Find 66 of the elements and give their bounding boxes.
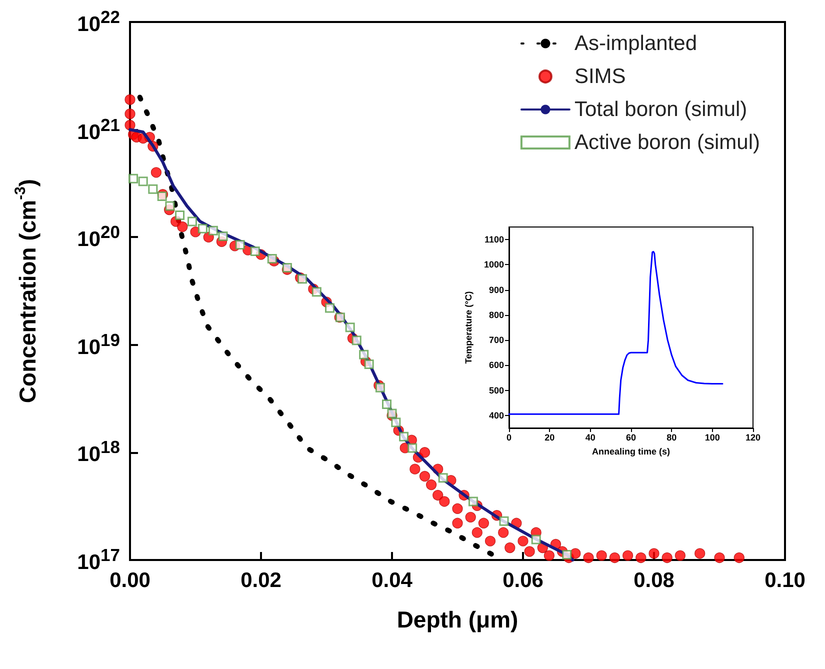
point xyxy=(175,210,185,220)
x-tick-label: 20 xyxy=(544,432,555,442)
x-tick-label: 0.10 xyxy=(764,569,806,592)
point xyxy=(250,246,260,256)
point xyxy=(375,382,385,392)
y-tick-label: 400 xyxy=(488,410,504,420)
point xyxy=(387,408,397,418)
x-axis-title: Depth (μm) xyxy=(396,606,518,632)
x-tick-label: 0.00 xyxy=(110,569,150,592)
y-tick-label: 500 xyxy=(488,385,504,396)
point xyxy=(157,192,167,202)
point xyxy=(345,322,355,332)
x-tick-label: 100 xyxy=(704,432,720,442)
point xyxy=(438,473,448,483)
y-tick-label: 1000 xyxy=(484,260,504,270)
y-tick-label: 800 xyxy=(488,310,504,320)
x-tick-label: 0 xyxy=(506,432,512,442)
x-tick-label: 0.04 xyxy=(372,569,413,592)
point xyxy=(364,359,374,369)
legend-label: Active boron (simul) xyxy=(574,131,760,154)
point xyxy=(531,534,541,544)
point xyxy=(391,418,401,428)
point xyxy=(198,224,208,234)
point xyxy=(165,201,175,211)
point xyxy=(408,443,418,453)
y-axis-title: Temperature (°C) xyxy=(464,291,474,364)
point xyxy=(325,303,335,313)
x-tick-label: 60 xyxy=(626,432,636,442)
x-tick-label: 0.08 xyxy=(634,569,675,592)
x-tick-label: 0.06 xyxy=(502,569,544,592)
point xyxy=(208,226,218,236)
point xyxy=(359,350,369,360)
point xyxy=(187,216,197,226)
y-tick-label: 700 xyxy=(488,335,504,346)
y-tick-label: 10$^{22}$ xyxy=(77,7,120,36)
x-tick-label: 0.02 xyxy=(240,569,282,592)
point xyxy=(128,174,138,184)
point xyxy=(235,240,245,250)
point xyxy=(312,287,322,297)
point xyxy=(562,550,572,560)
point xyxy=(382,400,392,410)
point xyxy=(148,184,158,194)
point xyxy=(468,496,478,506)
point xyxy=(298,274,308,284)
legend-label: Total boron (simul) xyxy=(574,98,748,121)
point xyxy=(352,336,362,346)
x-tick-label: 40 xyxy=(585,432,596,442)
y-tick-label: 10$^{21}$ xyxy=(77,114,120,144)
legend-label: As-implanted xyxy=(574,32,698,55)
y-tick-label: 600 xyxy=(488,360,504,370)
y-tick-label: 10$^{19}$ xyxy=(77,330,120,359)
x-tick-label: 80 xyxy=(666,432,677,442)
point xyxy=(218,232,228,242)
point xyxy=(138,176,148,186)
point xyxy=(499,516,509,526)
point xyxy=(399,432,409,442)
x-axis-title: Annealing time (s) xyxy=(592,446,670,456)
y-tick-label: 900 xyxy=(488,284,504,295)
y-tick-label: 10$^{18}$ xyxy=(77,437,120,466)
y-tick-label: 1100 xyxy=(484,234,504,245)
line-series xyxy=(508,250,724,415)
y-tick-label: 10$^{20}$ xyxy=(77,222,120,252)
point xyxy=(267,254,277,264)
x-tick-label: 120 xyxy=(745,432,761,442)
legend-label: SIMS xyxy=(574,65,626,88)
y-axis-title: Concentration (cm-3) xyxy=(12,178,40,404)
